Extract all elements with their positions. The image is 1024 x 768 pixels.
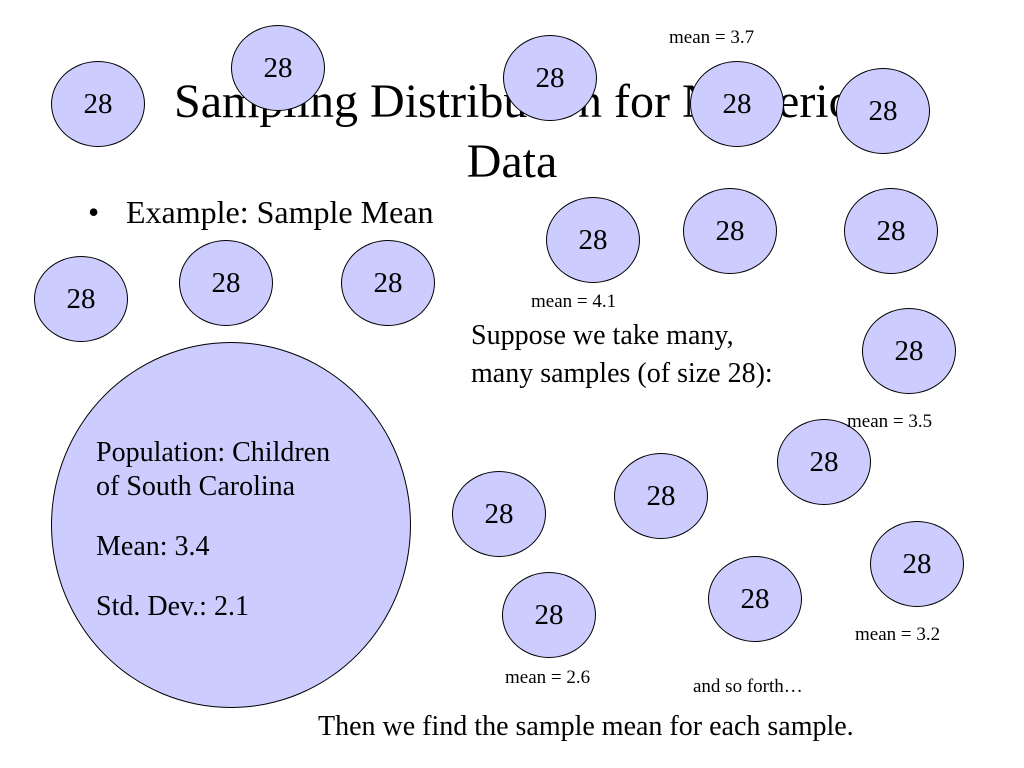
sample-circle: 28 (690, 61, 784, 147)
population-info: Population: Children of South Carolina M… (96, 436, 330, 624)
conclusion-text: Then we find the sample mean for each sa… (318, 711, 854, 742)
and-so-forth-text: and so forth… (693, 676, 803, 697)
sample-circle: 28 (836, 68, 930, 154)
sample-circle: 28 (708, 556, 802, 642)
sample-circle: 28 (231, 25, 325, 111)
sample-mean-label: mean = 3.5 (847, 411, 933, 432)
sample-circle: 28 (452, 471, 546, 557)
sample-mean-label: mean = 4.1 (531, 291, 617, 312)
population-label-line2: of South Carolina (96, 471, 296, 502)
suppose-line1: Suppose we take many, (471, 320, 734, 351)
sample-circle: 28 (683, 188, 777, 274)
sample-circle: 28 (34, 256, 128, 342)
sample-circle: 28 (614, 453, 708, 539)
population-mean: Mean: 3.4 (96, 531, 210, 562)
bullet-item: • Example: Sample Mean (88, 192, 433, 232)
sample-mean-label: mean = 3.7 (669, 27, 755, 48)
population-label-line1: Population: Children (96, 437, 331, 468)
sample-circle: 28 (546, 197, 640, 283)
sample-circle: 28 (870, 521, 964, 607)
sample-mean-label: mean = 3.2 (855, 624, 941, 645)
suppose-line2: many samples (of size 28): (471, 358, 773, 389)
suppose-text: Suppose we take many, many samples (of s… (471, 317, 773, 393)
sample-circle: 28 (777, 419, 871, 505)
population-sd: Std. Dev.: 2.1 (96, 591, 249, 622)
sample-mean-label: mean = 2.6 (505, 667, 591, 688)
sample-circle: 28 (844, 188, 938, 274)
sample-circle: 28 (862, 308, 956, 394)
population-circle (51, 342, 411, 708)
sample-circle: 28 (503, 35, 597, 121)
sample-circle: 28 (51, 61, 145, 147)
bullet-text: Example: Sample Mean (126, 194, 434, 230)
bullet-dot: • (88, 194, 100, 230)
sample-circle: 28 (341, 240, 435, 326)
sample-circle: 28 (179, 240, 273, 326)
sample-circle: 28 (502, 572, 596, 658)
